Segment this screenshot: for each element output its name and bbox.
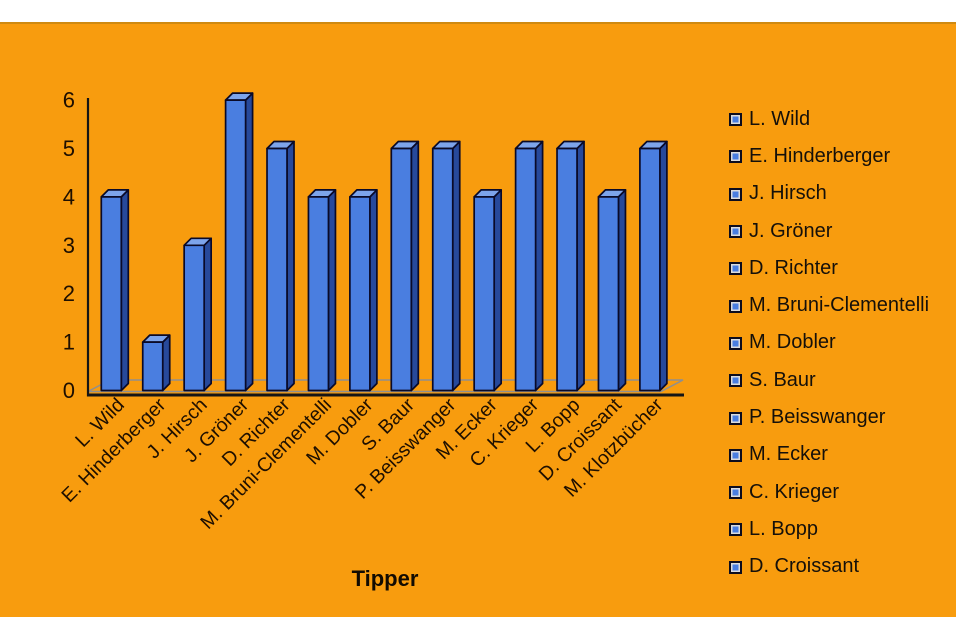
legend-label: M. Dobler bbox=[749, 331, 836, 354]
legend-label: D. Croissant bbox=[749, 555, 860, 578]
legend-label: E. Hinderberger bbox=[749, 144, 891, 167]
legend-label: J. Hirsch bbox=[749, 182, 827, 205]
legend-marker-icon bbox=[729, 411, 742, 425]
bar bbox=[183, 237, 213, 392]
y-tick-label: 3 bbox=[63, 233, 75, 258]
legend-item: D. Richter bbox=[729, 250, 929, 287]
bar bbox=[639, 140, 668, 392]
legend-label: S. Baur bbox=[749, 368, 816, 391]
legend-item: E. Hinderberger bbox=[729, 138, 929, 175]
legend-label: M. Ecker bbox=[749, 443, 828, 466]
legend-item: P. Beisswanger bbox=[729, 399, 929, 436]
bar bbox=[431, 140, 461, 392]
legend-marker-icon bbox=[729, 448, 742, 462]
bar bbox=[100, 189, 130, 392]
legend-label: C. Krieger bbox=[749, 480, 840, 503]
legend-label: P. Beisswanger bbox=[749, 406, 886, 429]
legend-marker-icon bbox=[729, 262, 742, 276]
legend-marker-icon bbox=[729, 113, 742, 127]
legend-label: L. Bopp bbox=[749, 517, 818, 540]
y-tick-label: 1 bbox=[63, 330, 75, 355]
legend-label: D. Richter bbox=[749, 256, 838, 279]
legend-item: M. Ecker bbox=[729, 437, 929, 474]
bar bbox=[597, 189, 627, 392]
legend-marker-icon bbox=[729, 560, 742, 574]
y-tick-label: 6 bbox=[63, 88, 75, 113]
bar bbox=[473, 189, 503, 392]
bar bbox=[349, 189, 378, 392]
legend-item: J. Hirsch bbox=[729, 176, 929, 213]
legend-marker-icon bbox=[729, 150, 742, 164]
legend-item: L. Bopp bbox=[729, 511, 929, 548]
bar-chart-plot: 0 1 2 3 4 5 6 L. Wild E. Hinderberger J. Hirsch J.… bbox=[0, 24, 956, 617]
legend-marker-icon bbox=[729, 225, 742, 239]
bar bbox=[224, 92, 254, 392]
bar bbox=[266, 140, 295, 392]
legend-item: D. Croissant bbox=[729, 549, 929, 586]
bar bbox=[390, 140, 420, 392]
legend-marker-icon bbox=[729, 187, 742, 201]
legend-item: M. Bruni-Clementelli bbox=[729, 287, 929, 324]
legend-label: L. Wild bbox=[749, 107, 811, 130]
chart-legend: L. Wild E. Hinderberger J. Hirsch J. Gröner… bbox=[729, 101, 929, 586]
bar bbox=[514, 140, 544, 392]
legend-item: S. Baur bbox=[729, 362, 929, 399]
legend-marker-icon bbox=[729, 486, 742, 500]
legend-item: C. Krieger bbox=[729, 474, 929, 511]
bar bbox=[307, 189, 337, 392]
legend-marker-icon bbox=[729, 523, 742, 537]
legend-label: M. Bruni-Clementelli bbox=[749, 294, 930, 317]
y-tick-label: 4 bbox=[63, 184, 75, 209]
legend-marker-icon bbox=[729, 374, 742, 388]
bar bbox=[141, 334, 171, 392]
legend-label: J. Gröner bbox=[749, 219, 833, 242]
legend-marker-icon bbox=[729, 336, 742, 350]
y-tick-label: 5 bbox=[63, 136, 75, 161]
y-tick-label: 2 bbox=[63, 281, 75, 306]
legend-item: L. Wild bbox=[729, 101, 929, 138]
legend-item: M. Dobler bbox=[729, 325, 929, 362]
chart-background: So viele Richtige haben die Tipper gesam… bbox=[0, 22, 956, 617]
legend-item: J. Gröner bbox=[729, 213, 929, 250]
x-axis-title: Tipper bbox=[351, 566, 419, 591]
bar bbox=[556, 140, 585, 392]
y-tick-label: 0 bbox=[63, 378, 75, 403]
legend-marker-icon bbox=[729, 299, 742, 313]
